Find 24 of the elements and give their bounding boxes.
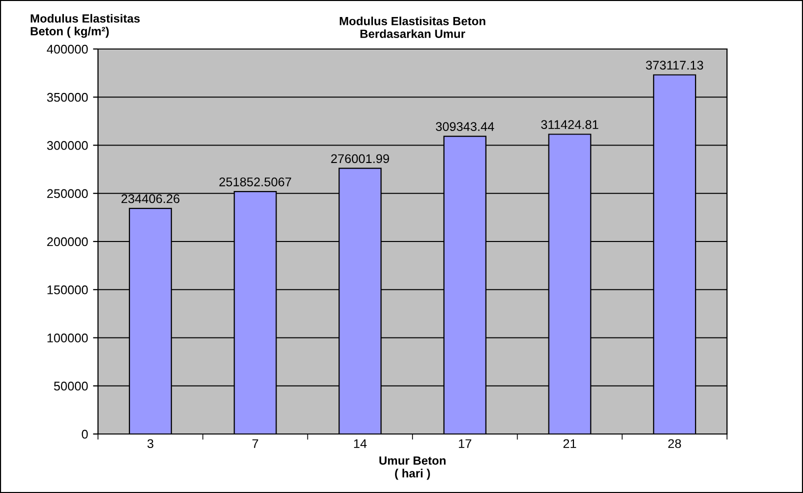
- x-tick-label: 7: [252, 439, 258, 448]
- y-tick-label: 100000: [48, 334, 88, 342]
- y-tick-label: 400000: [46, 44, 88, 54]
- y-axis-title: Modulus Elastisitas Beton ( kg/m²): [30, 14, 140, 38]
- chart-title: Modulus Elastisitas Beton Berdasarkan Umur: [340, 16, 486, 38]
- y-tick-label: 200000: [47, 237, 88, 246]
- x-tick-label: 17: [458, 439, 472, 448]
- data-label: 373117.13: [646, 60, 704, 70]
- data-label: 251852.5067: [219, 177, 292, 186]
- y-tick-label: 0: [82, 430, 88, 439]
- y-tick-label: 50000: [54, 382, 88, 391]
- x-tick-label: 21: [563, 439, 576, 448]
- y-tick-label: 300000: [47, 141, 88, 150]
- data-label: 309343.44: [436, 122, 494, 132]
- data-label: 276001.99: [331, 154, 390, 164]
- x-tick-label: 28: [668, 439, 681, 448]
- y-tick-label: 150000: [48, 285, 88, 294]
- data-label: 311424.81: [541, 120, 598, 130]
- data-label: 234406.26: [122, 194, 180, 204]
- y-tick-label: 350000: [47, 92, 88, 102]
- y-tick-label: 250000: [47, 189, 88, 198]
- x-axis-title: Umur Beton ( hari ): [379, 456, 446, 480]
- x-tick-label: 14: [354, 439, 367, 448]
- x-tick-label: 3: [147, 439, 154, 448]
